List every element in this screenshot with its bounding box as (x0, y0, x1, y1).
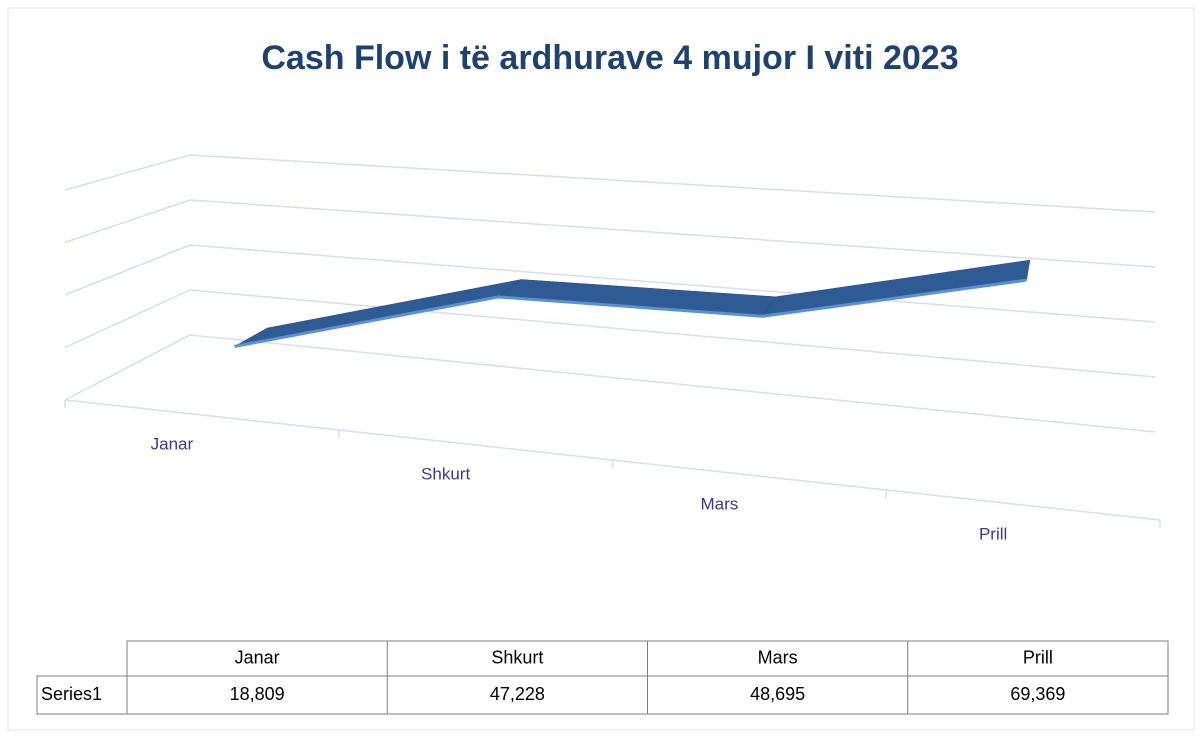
grid-line (64, 289, 1156, 378)
value-label: 18,809 (230, 684, 285, 704)
grid-line (64, 334, 1156, 433)
x-tick-label: Janar (151, 434, 194, 453)
table-header-label: Shkurt (491, 647, 543, 667)
value-label: 48,695 (750, 684, 805, 704)
x-tick-label: Prill (979, 524, 1007, 543)
chart-border (7, 7, 1195, 731)
x-tick-label: Shkurt (421, 464, 470, 483)
table-header-label: Mars (758, 647, 798, 667)
table-row (36, 675, 1169, 715)
table-header-label: Prill (1023, 647, 1053, 667)
grid-line (64, 199, 1156, 268)
x-tick-label: Mars (700, 494, 738, 513)
chart-title: Cash Flow i të ardhurave 4 mujor I viti … (261, 39, 958, 77)
table-header-label: Janar (235, 647, 280, 667)
legend-label: Series1 (41, 684, 102, 704)
ribbon-edge (234, 278, 1027, 348)
value-label: 47,228 (490, 684, 545, 704)
value-label: 69,369 (1010, 684, 1065, 704)
grid-line (64, 154, 1156, 213)
